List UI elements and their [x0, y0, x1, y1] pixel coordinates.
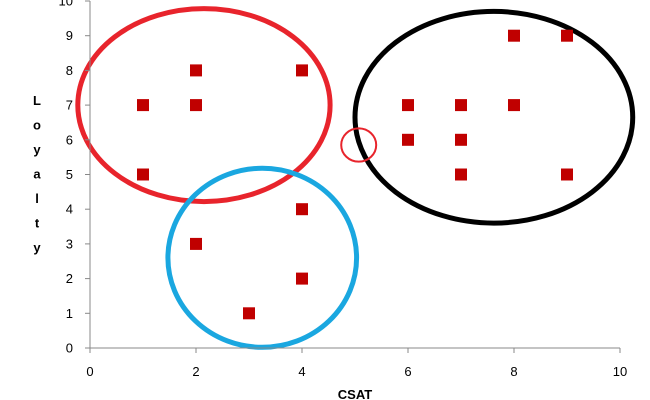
- data-point: [508, 99, 520, 112]
- data-point: [190, 64, 202, 77]
- x-tick-label: 8: [510, 364, 517, 379]
- x-tick-label: 2: [192, 364, 199, 379]
- data-point: [137, 99, 149, 112]
- data-point: [296, 272, 308, 285]
- x-tick-label: 4: [298, 364, 305, 379]
- x-tick-label: 6: [404, 364, 411, 379]
- y-tick-label: 6: [66, 132, 73, 147]
- cluster-ellipse-4: [340, 127, 378, 163]
- data-point: [402, 99, 414, 112]
- x-tick-label: 0: [86, 364, 93, 379]
- data-point: [190, 237, 202, 250]
- y-tick-label: 1: [66, 306, 73, 321]
- data-point: [402, 133, 414, 146]
- y-tick-label: 0: [66, 341, 73, 356]
- y-axis-label-letter: y: [33, 142, 41, 157]
- data-point: [561, 168, 573, 181]
- cluster-ellipse-1: [75, 6, 333, 205]
- data-point: [296, 64, 308, 77]
- y-axis-label-letter: a: [33, 167, 41, 182]
- y-tick-label: 3: [66, 236, 73, 251]
- cluster-ellipse-3: [352, 8, 636, 226]
- data-point: [190, 99, 202, 112]
- y-tick-label: 5: [66, 167, 73, 182]
- cluster-ellipse-2: [165, 165, 360, 350]
- data-point: [508, 29, 520, 42]
- axes: [85, 0, 621, 353]
- y-tick-label: 7: [66, 98, 73, 113]
- data-point: [455, 168, 467, 181]
- y-axis-label-letter: t: [35, 216, 40, 231]
- data-point: [137, 168, 149, 181]
- y-axis-label-letter: l: [35, 191, 39, 206]
- y-tick-label: 2: [66, 271, 73, 286]
- data-point: [561, 29, 573, 42]
- y-tick-label: 4: [66, 202, 73, 217]
- data-point: [296, 203, 308, 216]
- annotation-layer: [75, 6, 636, 350]
- data-point: [243, 307, 255, 320]
- y-axis-label-letter: o: [33, 118, 41, 133]
- x-tick-label: 10: [613, 364, 627, 379]
- tick-labels: 0 1 2 3 4 5 6 7 8 9 10 0 2 4 6 8 10: [59, 0, 628, 379]
- x-axis-label: CSAT: [338, 387, 372, 400]
- data-point: [455, 133, 467, 146]
- data-points: [137, 29, 573, 320]
- y-axis-label-letter: y: [33, 240, 41, 255]
- y-tick-label: 8: [66, 63, 73, 78]
- y-axis-label-letter: L: [33, 93, 41, 108]
- y-tick-label: 10: [59, 0, 73, 9]
- data-point: [455, 99, 467, 112]
- y-tick-label: 9: [66, 28, 73, 43]
